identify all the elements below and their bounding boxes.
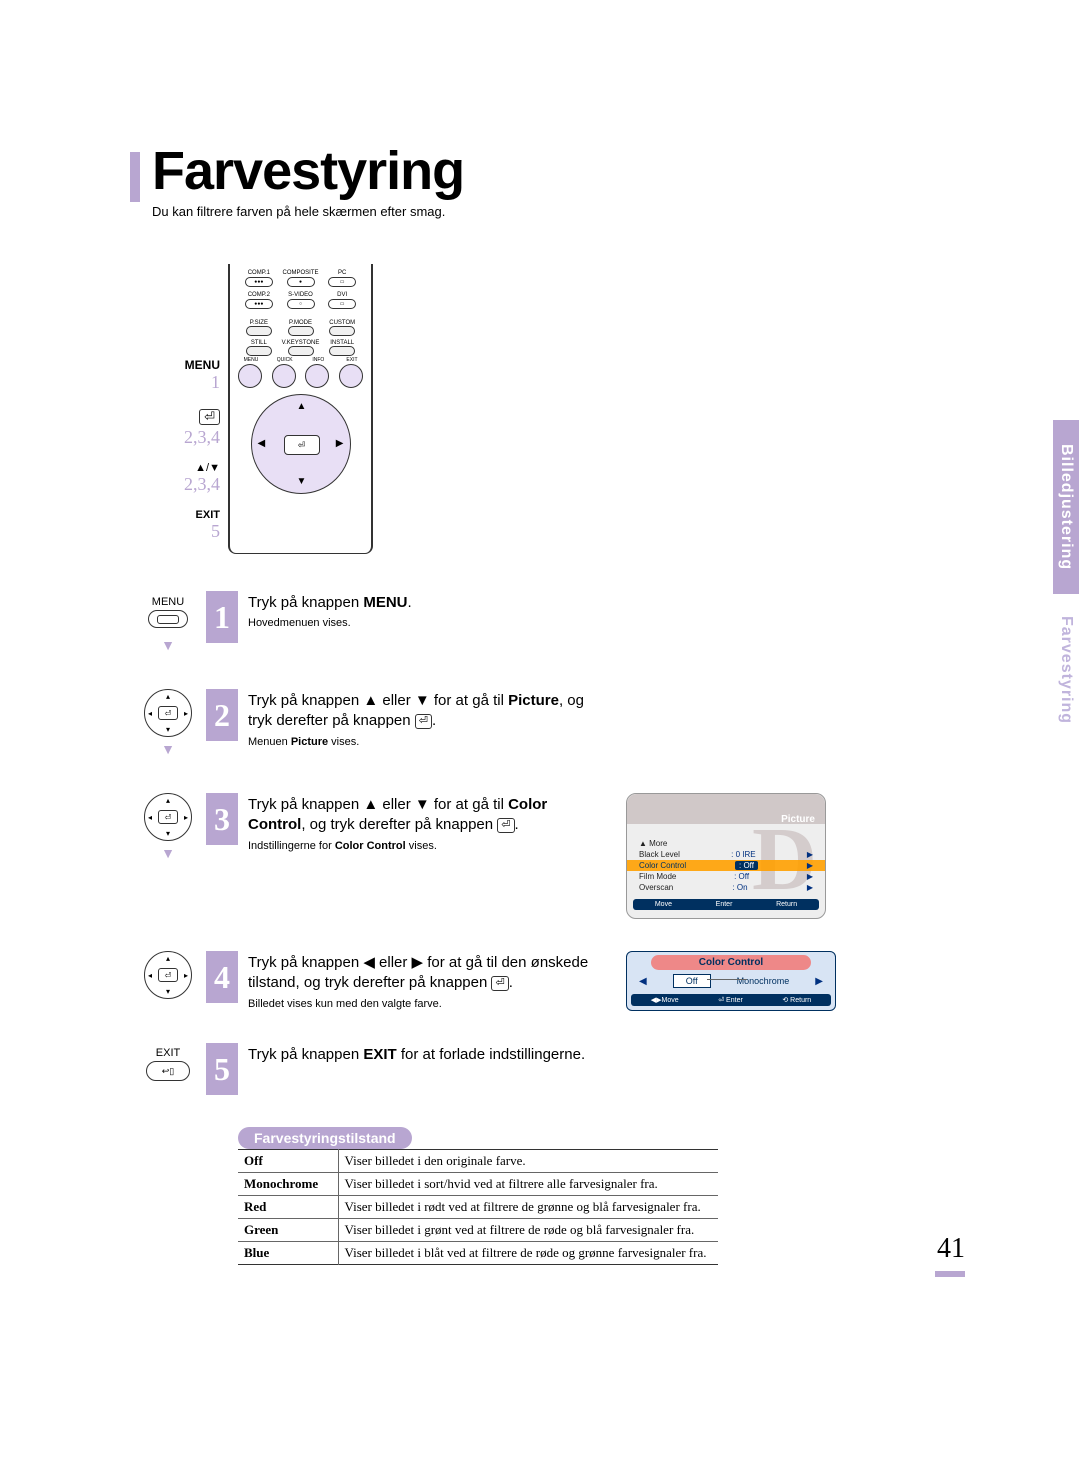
step-main: Tryk på knappen ▲ eller ▼ for at gå til … <box>248 691 608 732</box>
side-tab: Billedjustering Farvestyring <box>1052 420 1080 760</box>
step-number-box: 5 <box>206 1043 238 1095</box>
step-main: Tryk på knappen EXIT for at forlade inds… <box>248 1045 608 1065</box>
updown-icon: ▲/▼ <box>150 462 220 474</box>
step-number-box: 4 <box>206 951 238 1003</box>
port-dvi: DVI <box>337 292 347 298</box>
step-number-box: 2 <box>206 689 238 741</box>
page-title: Farvestyring <box>152 140 464 202</box>
step-sub: Billedet vises kun med den valgte farve. <box>248 998 608 1010</box>
step-main: Tryk på knappen ◀ eller ▶ for at gå til … <box>248 953 608 994</box>
cc-title: Color Control <box>651 955 811 970</box>
side-tab-page: Farvestyring <box>1053 594 1079 746</box>
label-exit: EXIT <box>150 509 220 521</box>
port-comp2: COMP.2 <box>248 292 270 298</box>
step-row: EXIT ↩▯ 5 Tryk på knappen EXIT for at fo… <box>130 1043 965 1095</box>
label-arrows-nums: 2,3,4 <box>150 474 220 495</box>
dpad: ▲ ▼ ◀ ▶ ⏎ <box>251 394 351 494</box>
connector-line <box>707 979 747 980</box>
label-exit-num: 5 <box>150 521 220 542</box>
btn-custom: CUSTOM <box>329 320 355 326</box>
dpad-right-icon: ▶ <box>336 438 344 449</box>
osd-color-control: Color Control ◀ Off Monochrome ▶ ◀▶Move⏎… <box>626 951 836 1011</box>
label-menu: MENU <box>150 358 220 372</box>
dpad-up-icon: ▲ <box>297 401 307 412</box>
remote-section: MENU 1 ⏎ 2,3,4 ▲/▼ 2,3,4 EXIT 5 COMP.1●●… <box>150 264 965 556</box>
modes-header: Farvestyringstilstand <box>238 1127 412 1149</box>
step-main: Tryk på knappen MENU. <box>248 593 608 613</box>
cc-off-option: Off <box>673 974 711 988</box>
title-accent-bar <box>130 152 140 202</box>
btn-still: STILL <box>251 340 267 346</box>
side-tab-section: Billedjustering <box>1053 420 1079 594</box>
step-sub: Hovedmenuen vises. <box>248 617 608 629</box>
btn-menu-round: MENU <box>238 364 262 388</box>
step-row: ▴▾ ◂▸ ⏎ ▼ 3 Tryk på knappen ▲ eller ▼ fo… <box>130 793 965 919</box>
table-row: RedViser billedet i rødt ved at filtrere… <box>238 1196 718 1219</box>
dpad-down-icon: ▼ <box>297 476 307 487</box>
table-row: OffViser billedet i den originale farve. <box>238 1150 718 1173</box>
cc-mono-option: Monochrome <box>737 976 790 986</box>
modes-table: OffViser billedet i den originale farve.… <box>238 1149 718 1265</box>
dpad-left-icon: ◀ <box>258 438 266 449</box>
port-comp1: COMP.1 <box>248 270 270 276</box>
step-number-box: 1 <box>206 591 238 643</box>
dpad-icon: ▴▾ ◂▸ ⏎ <box>144 951 192 999</box>
step-row: ▴▾ ◂▸ ⏎ ▼ 2 Tryk på knappen ▲ eller ▼ fo… <box>130 689 965 761</box>
enter-icon: ⏎ <box>199 409 220 425</box>
step-row: MENU ▼ 1 Tryk på knappen MENU. Hovedmenu… <box>130 591 965 657</box>
port-svideo: S-VIDEO <box>288 292 313 298</box>
btn-vkey: V.KEYSTONE <box>282 340 320 346</box>
exit-button-icon: EXIT ↩▯ <box>140 1043 196 1085</box>
table-row: BlueViser billedet i blåt ved at filtrer… <box>238 1242 718 1265</box>
remote-diagram: COMP.1●●● COMPOSITE● PC▭ COMP.2●●● S-VID… <box>228 264 373 554</box>
dpad-icon: ▴▾ ◂▸ ⏎ <box>144 689 192 737</box>
subtitle: Du kan filtrere farven på hele skærmen e… <box>152 204 965 219</box>
btn-quick-round: QUICK <box>272 364 296 388</box>
btn-psize: P.SIZE <box>250 320 268 326</box>
step-sub: Indstillingerne for Color Control vises. <box>248 840 608 852</box>
dpad-icon: ▴▾ ◂▸ ⏎ <box>144 793 192 841</box>
left-arrow-icon: ◀ <box>639 976 647 987</box>
port-composite: COMPOSITE <box>283 270 319 276</box>
btn-install: INSTALL <box>330 340 354 346</box>
down-arrow-icon: ▼ <box>161 637 175 653</box>
step-row: ▴▾ ◂▸ ⏎ 4 Tryk på knappen ◀ eller ▶ for … <box>130 951 965 1011</box>
menu-button-icon: MENU <box>140 591 196 633</box>
btn-pmode: P.MODE <box>289 320 312 326</box>
page-number: 41 <box>937 1233 965 1265</box>
step-sub: Menuen Picture vises. <box>248 736 608 748</box>
table-row: GreenViser billedet i grønt ved at filtr… <box>238 1219 718 1242</box>
osd-picture-menu: D Picture ▲ More Black Level: 0 IRE▶ Col… <box>626 793 826 919</box>
btn-exit-round: EXIT <box>339 364 363 388</box>
dpad-enter-icon: ⏎ <box>284 435 320 455</box>
table-row: MonochromeViser billedet i sort/hvid ved… <box>238 1173 718 1196</box>
osd-title: Picture <box>781 814 815 825</box>
step-main: Tryk på knappen ▲ eller ▼ for at gå til … <box>248 795 608 836</box>
btn-info-round: INFO <box>305 364 329 388</box>
modes-section: Farvestyringstilstand OffViser billedet … <box>238 1127 718 1265</box>
port-pc: PC <box>338 270 346 276</box>
label-menu-num: 1 <box>150 372 220 393</box>
down-arrow-icon: ▼ <box>161 845 175 861</box>
label-enter-nums: 2,3,4 <box>150 427 220 448</box>
page-number-bar <box>935 1271 965 1277</box>
right-arrow-icon: ▶ <box>815 976 823 987</box>
remote-left-labels: MENU 1 ⏎ 2,3,4 ▲/▼ 2,3,4 EXIT 5 <box>150 264 220 556</box>
title-row: Farvestyring <box>130 140 965 202</box>
steps-list: MENU ▼ 1 Tryk på knappen MENU. Hovedmenu… <box>130 591 965 1095</box>
step-number-box: 3 <box>206 793 238 845</box>
down-arrow-icon: ▼ <box>161 741 175 757</box>
